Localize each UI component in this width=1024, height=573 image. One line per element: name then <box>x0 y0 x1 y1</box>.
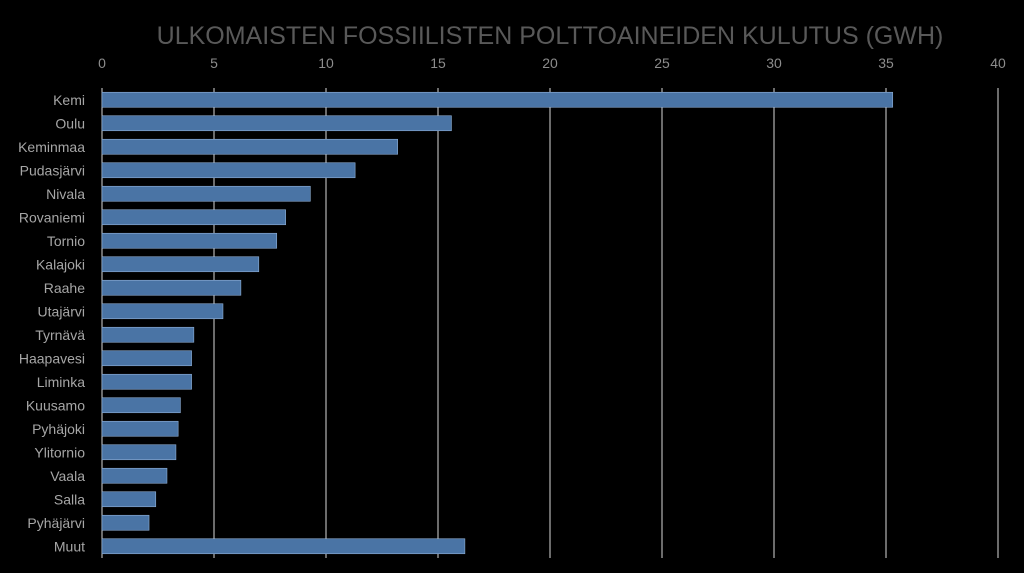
x-tick-label: 15 <box>430 55 446 71</box>
bar <box>101 326 195 343</box>
category-label: Vaala <box>50 468 85 484</box>
x-tick-label: 30 <box>766 55 782 71</box>
category-label: Tyrnävä <box>35 327 85 343</box>
x-tick-label: 5 <box>210 55 218 71</box>
category-label: Kemi <box>53 92 85 108</box>
category-label: Ylitornio <box>34 444 85 460</box>
category-label: Pyhäjoki <box>32 421 85 437</box>
bar <box>101 538 466 555</box>
bar <box>101 138 398 155</box>
category-label: Rovaniemi <box>19 209 85 225</box>
category-label: Pudasjärvi <box>20 162 85 178</box>
category-label: Oulu <box>55 115 85 131</box>
category-label: Keminmaa <box>18 139 85 155</box>
bar <box>101 185 311 202</box>
category-label: Utajärvi <box>38 303 85 319</box>
bar <box>101 491 157 508</box>
bar <box>101 256 260 273</box>
x-tick-label: 40 <box>990 55 1006 71</box>
bar <box>101 514 150 531</box>
category-label: Salla <box>54 491 85 507</box>
bar <box>101 350 192 367</box>
category-label: Muut <box>54 538 85 554</box>
x-tick-label: 25 <box>654 55 670 71</box>
x-tick-label: 0 <box>98 55 106 71</box>
bar <box>101 162 356 179</box>
category-label: Kuusamo <box>26 397 85 413</box>
x-tick-label: 10 <box>318 55 334 71</box>
bar <box>101 91 894 108</box>
bar <box>101 303 224 320</box>
bar <box>101 467 168 484</box>
bar <box>101 397 181 414</box>
category-label: Tornio <box>47 233 85 249</box>
category-label: Pyhäjärvi <box>27 515 85 531</box>
chart-title: ULKOMAISTEN FOSSIILISTEN POLTTOAINEIDEN … <box>157 22 944 50</box>
bar <box>101 444 177 461</box>
bar <box>101 232 278 249</box>
x-tick-label: 20 <box>542 55 558 71</box>
bar <box>101 279 242 296</box>
category-label: Kalajoki <box>36 256 85 272</box>
bar <box>101 115 452 132</box>
bar <box>101 420 179 437</box>
category-label: Haapavesi <box>19 350 85 366</box>
category-label: Liminka <box>37 374 85 390</box>
bar <box>101 209 286 226</box>
category-label: Raahe <box>44 280 85 296</box>
x-tick-label: 35 <box>878 55 894 71</box>
category-label: Nivala <box>46 186 85 202</box>
bar <box>101 373 192 390</box>
